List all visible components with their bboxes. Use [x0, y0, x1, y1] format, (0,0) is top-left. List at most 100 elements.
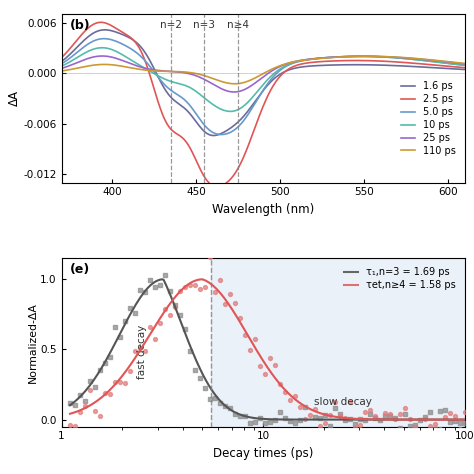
Text: (b): (b) — [70, 19, 91, 32]
110 ps — [254, 74, 259, 80]
Point — [416, 416, 423, 424]
110 ps — [454, 60, 459, 65]
Point — [231, 410, 238, 418]
Point — [306, 411, 313, 419]
110 ps — [300, 57, 305, 63]
Point — [201, 283, 209, 291]
Point — [191, 282, 199, 289]
Point — [391, 415, 398, 422]
Point — [156, 281, 164, 289]
Point — [166, 311, 173, 319]
25 ps — [454, 60, 459, 66]
X-axis label: Wavelength (nm): Wavelength (nm) — [212, 203, 314, 216]
Bar — [211, 258, 465, 427]
10 ps — [454, 62, 459, 67]
Point — [401, 410, 409, 418]
Point — [236, 314, 244, 321]
1.6 ps — [454, 66, 459, 72]
Point — [176, 311, 183, 319]
Point — [351, 420, 358, 428]
Point — [431, 425, 438, 433]
Legend: 1.6 ps, 2.5 ps, 5.0 ps, 10 ps, 25 ps, 110 ps: 1.6 ps, 2.5 ps, 5.0 ps, 10 ps, 25 ps, 11… — [397, 77, 460, 160]
1.6 ps — [252, 99, 257, 105]
Point — [226, 404, 234, 412]
Point — [66, 421, 74, 429]
Point — [301, 415, 309, 423]
Point — [331, 404, 338, 411]
Point — [126, 305, 134, 312]
Point — [171, 301, 179, 309]
Point — [116, 378, 124, 386]
5.0 ps — [300, 58, 306, 64]
Point — [96, 412, 104, 420]
Point — [246, 346, 254, 354]
Point — [146, 276, 154, 283]
Point — [416, 431, 423, 439]
Point — [136, 345, 144, 352]
Point — [141, 288, 149, 295]
Point — [216, 400, 224, 407]
1.6 ps — [391, 63, 396, 68]
Line: 10 ps: 10 ps — [62, 48, 465, 111]
Point — [76, 392, 84, 399]
Point — [366, 410, 374, 418]
Point — [161, 305, 169, 313]
25 ps — [278, 63, 284, 69]
Point — [371, 412, 378, 419]
Point — [446, 419, 453, 426]
Point — [251, 418, 258, 426]
Point — [181, 325, 189, 333]
2.5 ps — [462, 65, 467, 71]
Point — [311, 405, 319, 413]
Point — [166, 287, 173, 294]
Line: 25 ps: 25 ps — [62, 56, 465, 92]
Point — [326, 422, 334, 430]
Point — [246, 419, 254, 427]
Point — [131, 347, 139, 355]
Line: 2.5 ps: 2.5 ps — [62, 22, 465, 187]
Point — [436, 408, 443, 415]
Point — [171, 303, 179, 311]
Point — [216, 276, 224, 283]
Point — [126, 367, 134, 375]
25 ps — [252, 81, 257, 86]
Point — [221, 402, 228, 410]
Point — [241, 412, 248, 419]
Point — [151, 283, 159, 291]
Point — [421, 415, 428, 423]
25 ps — [462, 61, 467, 67]
Point — [406, 415, 413, 423]
Point — [276, 380, 283, 387]
Point — [451, 417, 458, 425]
Y-axis label: Normalized-ΔA: Normalized-ΔA — [27, 302, 37, 383]
2.5 ps — [59, 55, 64, 60]
Point — [361, 417, 368, 424]
Point — [336, 410, 344, 418]
Point — [91, 407, 99, 415]
Text: slow decay: slow decay — [314, 397, 372, 407]
5.0 ps — [391, 55, 396, 60]
2.5 ps — [454, 64, 459, 70]
25 ps — [232, 89, 237, 95]
Point — [81, 397, 89, 405]
10 ps — [254, 89, 260, 95]
Point — [386, 410, 393, 418]
Point — [76, 408, 84, 416]
Point — [81, 402, 89, 410]
Point — [426, 408, 433, 416]
Point — [421, 413, 428, 420]
Point — [461, 408, 468, 416]
110 ps — [59, 68, 64, 74]
110 ps — [232, 81, 237, 87]
Point — [141, 347, 149, 355]
Line: 1.6 ps: 1.6 ps — [62, 30, 465, 136]
Point — [291, 392, 299, 400]
Point — [181, 284, 189, 292]
Point — [336, 412, 344, 420]
110 ps — [251, 76, 256, 82]
Point — [271, 362, 279, 369]
Point — [286, 396, 293, 404]
Point — [206, 254, 214, 261]
Point — [456, 425, 463, 433]
Point — [176, 288, 183, 295]
